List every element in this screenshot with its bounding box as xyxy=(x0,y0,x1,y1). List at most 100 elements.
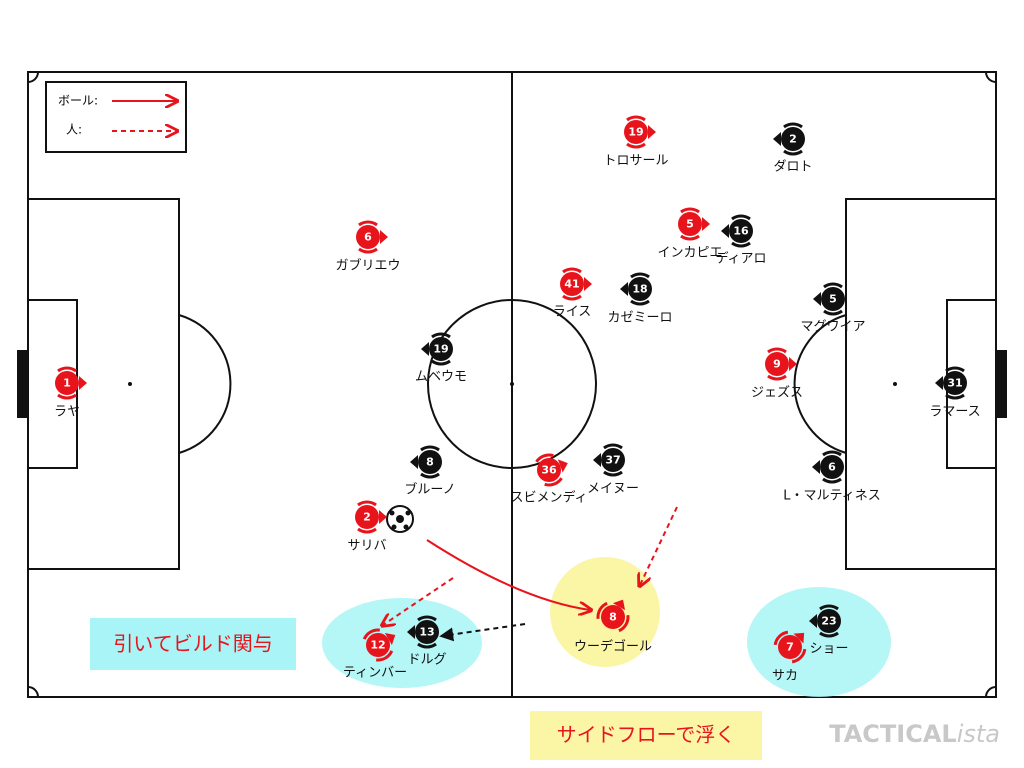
player-body xyxy=(823,282,843,316)
player-facing xyxy=(789,357,797,371)
player-body xyxy=(431,332,451,366)
player-badge xyxy=(407,615,437,649)
annotation-box xyxy=(90,618,296,670)
player-name: ジェズス xyxy=(751,385,803,401)
player-name: トロサール xyxy=(603,154,668,169)
player-body xyxy=(562,267,582,301)
player-body xyxy=(767,347,787,381)
player-number: 37 xyxy=(605,454,620,467)
player-number: 7 xyxy=(786,641,794,654)
player-badge xyxy=(813,282,843,316)
player: 9 xyxy=(765,347,797,381)
player-body xyxy=(783,122,803,156)
player-circle xyxy=(943,371,967,395)
spot xyxy=(510,382,514,386)
run-arrow xyxy=(439,623,526,642)
player-circle xyxy=(418,450,442,474)
player-badge xyxy=(57,366,87,400)
player-facing xyxy=(793,632,805,644)
player-facing xyxy=(612,599,626,611)
player: 19 xyxy=(624,115,656,149)
player-circle xyxy=(781,127,805,151)
player-name: ディアロ xyxy=(715,251,766,267)
player-number: 19 xyxy=(433,343,448,356)
player-body xyxy=(57,366,77,400)
player: 1 xyxy=(55,366,87,400)
player-number: 8 xyxy=(426,456,434,469)
player-name: メイヌー xyxy=(587,482,639,497)
player-body xyxy=(535,453,563,487)
player-circle xyxy=(678,212,702,236)
player-circle xyxy=(537,458,561,482)
player: 2 xyxy=(355,500,387,534)
player-facing xyxy=(79,376,87,390)
player-number: 16 xyxy=(733,225,749,238)
player: 2 xyxy=(773,122,805,156)
player-badge xyxy=(809,604,839,638)
player-circle xyxy=(778,635,802,659)
player-name: ラマース xyxy=(929,405,980,420)
player-name: ライス xyxy=(553,305,592,320)
player-badge xyxy=(620,272,650,306)
player: 8 xyxy=(410,445,442,479)
player-circle xyxy=(817,609,841,633)
player-facing xyxy=(721,224,729,238)
player: 18 xyxy=(620,272,652,306)
watermark: TACTICALista xyxy=(829,720,1000,748)
spot xyxy=(893,382,897,386)
player-number: 23 xyxy=(821,615,836,628)
player-body xyxy=(362,628,394,662)
player-circle xyxy=(624,120,648,144)
player-name: ラヤ xyxy=(54,405,80,420)
player-number: 36 xyxy=(541,464,557,477)
legend: ボール: 人: xyxy=(45,81,187,153)
player-name: ドルグ xyxy=(407,653,446,668)
player-name: ダロト xyxy=(773,160,812,175)
player-badge xyxy=(358,220,388,254)
player-name: ムベウモ xyxy=(415,370,467,385)
annotation: 引いてビルド関与 xyxy=(113,632,272,656)
player-name: ティンバー xyxy=(343,666,407,681)
player-badge xyxy=(362,628,396,662)
player-facing xyxy=(379,510,387,524)
player-number: 19 xyxy=(628,126,643,139)
player: 16 xyxy=(721,214,753,248)
player-number: 5 xyxy=(686,218,694,231)
player-number: 1 xyxy=(63,377,71,390)
player-facing xyxy=(812,460,820,474)
player-body xyxy=(822,450,842,484)
player-circle xyxy=(355,505,379,529)
player-badge xyxy=(596,599,630,633)
spot xyxy=(128,382,132,386)
player-number: 41 xyxy=(564,278,579,291)
player-number: 18 xyxy=(632,283,647,296)
player-facing xyxy=(421,342,429,356)
annotation-box xyxy=(530,711,762,760)
legend-person: 人: xyxy=(66,123,82,137)
player: 5 xyxy=(678,207,710,241)
player-badge xyxy=(773,630,807,664)
player-body xyxy=(626,115,646,149)
player-name: ショー xyxy=(809,642,848,657)
player-facing xyxy=(935,376,943,390)
run-arrow xyxy=(640,506,678,585)
player-circle xyxy=(820,455,844,479)
player: 31 xyxy=(935,366,967,400)
goal xyxy=(17,350,28,418)
player-badge xyxy=(562,267,592,301)
player-body xyxy=(420,445,440,479)
player-name: ウーデゴール xyxy=(574,639,652,655)
player-badge xyxy=(721,214,751,248)
player-body xyxy=(819,604,839,638)
player: 19 xyxy=(421,332,453,366)
player-circle xyxy=(729,219,753,243)
player-badge xyxy=(593,443,623,477)
player-number: 31 xyxy=(947,377,962,390)
player-facing xyxy=(809,614,817,628)
player-badge xyxy=(812,450,842,484)
player-number: 6 xyxy=(828,461,836,474)
player-facing xyxy=(702,217,710,231)
goal xyxy=(996,350,1007,418)
player-circle xyxy=(429,337,453,361)
player-badge xyxy=(935,366,965,400)
